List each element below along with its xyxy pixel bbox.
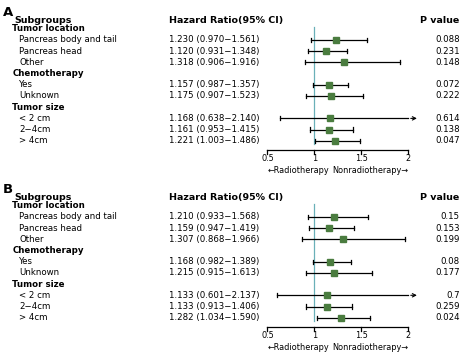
Text: Tumor size: Tumor size [12, 280, 64, 289]
Text: 1.120 (0.931−1.348): 1.120 (0.931−1.348) [169, 47, 259, 55]
Text: 1.210 (0.933−1.568): 1.210 (0.933−1.568) [169, 212, 259, 221]
Text: 1.318 (0.906−1.916): 1.318 (0.906−1.916) [169, 58, 259, 67]
Text: Pancreas head: Pancreas head [19, 47, 82, 55]
Text: 1.161 (0.953−1.415): 1.161 (0.953−1.415) [169, 125, 259, 134]
Text: 1.157 (0.987−1.357): 1.157 (0.987−1.357) [169, 80, 259, 89]
Text: 1.168 (0.638−2.140): 1.168 (0.638−2.140) [169, 114, 260, 123]
Text: 1.215 (0.915−1.613): 1.215 (0.915−1.613) [169, 268, 259, 277]
Text: ←Radiotherapy: ←Radiotherapy [267, 166, 329, 175]
Text: Pancreas head: Pancreas head [19, 223, 82, 233]
Text: 0.222: 0.222 [435, 91, 459, 101]
Text: 1: 1 [312, 155, 317, 164]
Text: Subgroups: Subgroups [15, 16, 72, 25]
Text: Tumor location: Tumor location [12, 201, 85, 210]
Text: 0.15: 0.15 [440, 212, 459, 221]
Text: 2−4cm: 2−4cm [19, 125, 51, 134]
Text: 2: 2 [405, 332, 410, 340]
Text: > 4cm: > 4cm [19, 313, 48, 322]
Text: > 4cm: > 4cm [19, 136, 48, 145]
Text: 0.231: 0.231 [435, 47, 459, 55]
Text: Nonradiotherapy→: Nonradiotherapy→ [332, 343, 408, 352]
Text: 0.153: 0.153 [435, 223, 459, 233]
Text: Hazard Ratio(95% CI): Hazard Ratio(95% CI) [169, 16, 283, 25]
Text: 0.024: 0.024 [435, 313, 459, 322]
Text: 1.221 (1.003−1.486): 1.221 (1.003−1.486) [169, 136, 260, 145]
Text: 1.230 (0.970−1.561): 1.230 (0.970−1.561) [169, 35, 259, 44]
Text: Tumor size: Tumor size [12, 103, 64, 112]
Text: Yes: Yes [19, 257, 33, 266]
Text: A: A [3, 6, 13, 19]
Text: P value: P value [420, 193, 459, 202]
Text: Chemotherapy: Chemotherapy [12, 69, 83, 78]
Text: Hazard Ratio(95% CI): Hazard Ratio(95% CI) [169, 193, 283, 202]
Text: 0.5: 0.5 [261, 155, 274, 164]
Text: 1.282 (1.034−1.590): 1.282 (1.034−1.590) [169, 313, 259, 322]
Text: P value: P value [420, 16, 459, 25]
Text: 1.5: 1.5 [355, 155, 367, 164]
Text: Pancreas body and tail: Pancreas body and tail [19, 212, 117, 221]
Text: 0.047: 0.047 [435, 136, 459, 145]
Text: < 2 cm: < 2 cm [19, 291, 50, 300]
Text: Subgroups: Subgroups [15, 193, 72, 202]
Text: 0.072: 0.072 [435, 80, 459, 89]
Text: 0.177: 0.177 [435, 268, 459, 277]
Text: Unknown: Unknown [19, 268, 59, 277]
Text: Other: Other [19, 58, 44, 67]
Text: Pancreas body and tail: Pancreas body and tail [19, 35, 117, 44]
Text: 1.133 (0.913−1.406): 1.133 (0.913−1.406) [169, 302, 259, 311]
Text: B: B [3, 183, 13, 196]
Text: 1.159 (0.947−1.419): 1.159 (0.947−1.419) [169, 223, 259, 233]
Text: Nonradiotherapy→: Nonradiotherapy→ [332, 166, 408, 175]
Text: 2: 2 [405, 155, 410, 164]
Text: 1: 1 [312, 332, 317, 340]
Text: 0.5: 0.5 [261, 332, 274, 340]
Text: 0.7: 0.7 [446, 291, 459, 300]
Text: 1.5: 1.5 [355, 332, 367, 340]
Text: 1.168 (0.982−1.389): 1.168 (0.982−1.389) [169, 257, 259, 266]
Text: 0.138: 0.138 [435, 125, 459, 134]
Text: 1.133 (0.601−2.137): 1.133 (0.601−2.137) [169, 291, 260, 300]
Text: Tumor location: Tumor location [12, 24, 85, 33]
Text: 0.088: 0.088 [435, 35, 459, 44]
Text: 0.614: 0.614 [435, 114, 459, 123]
Text: Yes: Yes [19, 80, 33, 89]
Text: ←Radiotherapy: ←Radiotherapy [267, 343, 329, 352]
Text: < 2 cm: < 2 cm [19, 114, 50, 123]
Text: 2−4cm: 2−4cm [19, 302, 51, 311]
Text: Other: Other [19, 235, 44, 244]
Text: 0.148: 0.148 [435, 58, 459, 67]
Text: 0.259: 0.259 [435, 302, 459, 311]
Text: Chemotherapy: Chemotherapy [12, 246, 83, 255]
Text: Unknown: Unknown [19, 91, 59, 101]
Text: 0.08: 0.08 [440, 257, 459, 266]
Text: 0.199: 0.199 [435, 235, 459, 244]
Text: 1.175 (0.907−1.523): 1.175 (0.907−1.523) [169, 91, 259, 101]
Text: 1.307 (0.868−1.966): 1.307 (0.868−1.966) [169, 235, 259, 244]
